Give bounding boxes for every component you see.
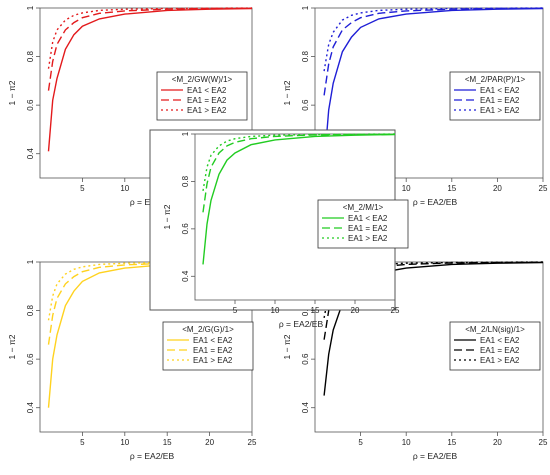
y-axis-label: 1 − π2 (162, 204, 172, 229)
x-axis-label: ρ = EA2/EB (130, 451, 175, 461)
y-tick-label: 1 (181, 131, 190, 136)
x-axis-label: ρ = EA2/EB (413, 451, 458, 461)
legend-title: <M_2/GW(W)/1> (172, 75, 233, 84)
y-tick-label: 0.8 (26, 304, 35, 316)
legend-box (449, 321, 541, 371)
legend-label: EA1 > EA2 (193, 356, 233, 365)
y-tick-label: 0.6 (181, 223, 190, 235)
legend-label: EA1 < EA2 (480, 86, 520, 95)
x-tick-label: 10 (120, 184, 129, 193)
series-line (323, 7, 544, 166)
legend-label: EA1 = EA2 (193, 346, 233, 355)
x-axis-label: ρ = EA2/EB (413, 197, 458, 207)
series-line (323, 261, 544, 319)
legend-box (449, 71, 541, 121)
x-tick-label: 25 (539, 438, 548, 447)
legend-title: <M_2/M/1> (343, 203, 384, 212)
x-tick-label: 15 (311, 306, 320, 315)
x-tick-label: 5 (80, 438, 85, 447)
legend-box (317, 199, 409, 249)
series-line (202, 133, 396, 192)
y-axis-label: 1 − π2 (7, 80, 17, 105)
x-tick-label: 25 (248, 438, 257, 447)
x-tick-label: 15 (447, 184, 456, 193)
legend-label: EA1 > EA2 (480, 106, 520, 115)
legend-label: EA1 < EA2 (187, 86, 227, 95)
y-tick-label: 0.6 (301, 99, 310, 111)
legend-title: <M_2/LN(sig)/1> (465, 325, 525, 334)
legend-label: EA1 < EA2 (480, 336, 520, 345)
plot-frame (314, 7, 544, 179)
legend-label: EA1 > EA2 (348, 234, 388, 243)
legend-label: EA1 = EA2 (480, 96, 520, 105)
y-tick-label: 0.4 (181, 270, 190, 282)
legend-label: EA1 = EA2 (480, 346, 520, 355)
y-tick-label: 0.6 (26, 353, 35, 365)
y-axis-label: 1 − π2 (282, 80, 292, 105)
x-tick-label: 20 (351, 306, 360, 315)
legend-label: EA1 = EA2 (348, 224, 388, 233)
legend-label: EA1 < EA2 (193, 336, 233, 345)
y-tick-label: 0.8 (26, 50, 35, 62)
series-line (202, 133, 396, 265)
x-tick-label: 10 (120, 438, 129, 447)
x-tick-label: 15 (163, 438, 172, 447)
plot-frame (314, 261, 544, 433)
y-tick-label: 0.8 (181, 175, 190, 187)
x-tick-label: 5 (233, 306, 238, 315)
legend-label: EA1 < EA2 (348, 214, 388, 223)
x-tick-label: 5 (358, 438, 363, 447)
x-tick-label: 20 (493, 184, 502, 193)
x-tick-label: 25 (391, 306, 400, 315)
y-tick-label: 1 (301, 5, 310, 10)
legend-label: EA1 = EA2 (187, 96, 227, 105)
y-axis-label: 1 − π2 (282, 334, 292, 359)
legend-box (156, 71, 248, 121)
series-line (47, 7, 253, 152)
y-tick-label: 1 (26, 5, 35, 10)
y-tick-label: 0.6 (26, 99, 35, 111)
y-tick-label: 0.8 (301, 50, 310, 62)
y-axis-label: 1 − π2 (7, 334, 17, 359)
y-tick-label: 0.4 (301, 402, 310, 414)
y-tick-label: 0.6 (301, 353, 310, 365)
legend-title: <M_2/G(G)/1> (182, 325, 234, 334)
series-line (47, 7, 253, 69)
series-line (323, 7, 544, 72)
legend-label: EA1 > EA2 (187, 106, 227, 115)
x-axis-label: ρ = EA2/EB (279, 319, 324, 329)
x-tick-label: 10 (402, 184, 411, 193)
legend-label: EA1 > EA2 (480, 356, 520, 365)
y-tick-label: 1 (26, 259, 35, 264)
x-tick-label: 10 (402, 438, 411, 447)
x-tick-label: 10 (271, 306, 280, 315)
y-tick-label: 0.4 (26, 148, 35, 160)
x-tick-label: 20 (205, 438, 214, 447)
legend-box (162, 321, 254, 371)
legend-title: <M_2/PAR(P)/1> (465, 75, 526, 84)
x-tick-label: 5 (80, 184, 85, 193)
x-tick-label: 20 (493, 438, 502, 447)
x-tick-label: 25 (539, 184, 548, 193)
x-tick-label: 15 (447, 438, 456, 447)
plot-frame (39, 7, 253, 179)
y-tick-label: 0.4 (26, 402, 35, 414)
